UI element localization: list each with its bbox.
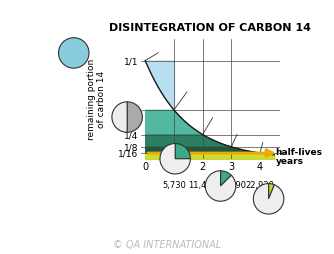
Wedge shape [58,38,89,68]
Wedge shape [112,102,127,132]
Wedge shape [253,184,284,214]
Title: DISINTEGRATION OF CARBON 14: DISINTEGRATION OF CARBON 14 [110,23,312,33]
Text: half-lives: half-lives [276,148,323,157]
Text: © QA INTERNATIONAL: © QA INTERNATIONAL [113,240,221,250]
Wedge shape [269,184,275,199]
Text: years: years [276,157,304,166]
Wedge shape [127,102,142,132]
Wedge shape [175,144,190,159]
Text: 5,730: 5,730 [162,181,186,190]
Wedge shape [160,144,190,174]
Text: 22,920: 22,920 [245,181,274,190]
Text: 11,460: 11,460 [188,181,217,190]
Text: 17,190: 17,190 [217,181,246,190]
Wedge shape [205,171,236,201]
Text: remaining portion
of carbon 14: remaining portion of carbon 14 [87,58,106,140]
Wedge shape [220,171,231,186]
